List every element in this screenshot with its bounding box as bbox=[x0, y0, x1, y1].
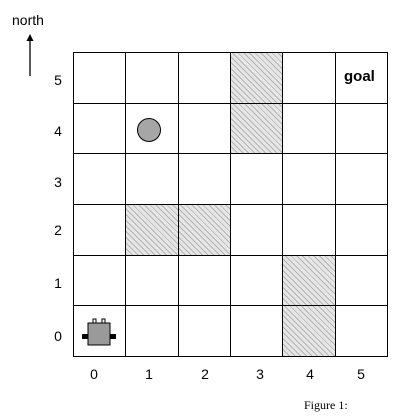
col-label-2: 2 bbox=[201, 366, 209, 382]
grid-cell bbox=[74, 154, 127, 205]
grid-cell bbox=[74, 103, 127, 155]
grid-cell bbox=[335, 53, 388, 104]
grid-cell bbox=[74, 53, 127, 104]
north-arrow-icon bbox=[26, 34, 34, 76]
grid-cell bbox=[230, 255, 284, 307]
ball-icon bbox=[137, 118, 161, 142]
grid-cell bbox=[126, 154, 179, 205]
blocked-cell bbox=[230, 53, 284, 104]
col-label-3: 3 bbox=[256, 366, 264, 382]
grid-world bbox=[73, 52, 388, 357]
col-label-0: 0 bbox=[90, 366, 98, 382]
col-label-4: 4 bbox=[306, 366, 314, 382]
blocked-cell bbox=[178, 205, 231, 256]
grid-cell bbox=[178, 154, 231, 205]
col-label-5: 5 bbox=[357, 366, 365, 382]
col-label-1: 1 bbox=[145, 366, 153, 382]
grid-cell bbox=[283, 53, 336, 104]
grid-cell bbox=[74, 306, 127, 357]
grid-cell bbox=[335, 255, 388, 307]
grid-cell bbox=[178, 306, 231, 357]
grid-cell bbox=[126, 103, 179, 155]
row-label-2: 2 bbox=[54, 222, 62, 238]
row-label-5: 5 bbox=[54, 72, 62, 88]
grid-cell bbox=[126, 53, 179, 104]
grid-cell bbox=[178, 103, 231, 155]
grid-cell bbox=[74, 255, 127, 307]
grid-cell bbox=[74, 205, 127, 256]
grid-cell bbox=[335, 154, 388, 205]
blocked-cell bbox=[283, 255, 336, 307]
grid-cell bbox=[283, 205, 336, 256]
grid-cell bbox=[335, 306, 388, 357]
row-label-0: 0 bbox=[54, 328, 62, 344]
row-label-1: 1 bbox=[54, 275, 62, 291]
row-label-4: 4 bbox=[54, 123, 62, 139]
blocked-cell bbox=[126, 205, 179, 256]
robot-icon bbox=[82, 318, 116, 346]
row-label-3: 3 bbox=[54, 174, 62, 190]
grid-cell bbox=[283, 154, 336, 205]
grid-cell bbox=[230, 205, 284, 256]
grid-cell bbox=[178, 53, 231, 104]
north-label: north bbox=[12, 12, 44, 28]
grid-cell bbox=[178, 255, 231, 307]
blocked-cell bbox=[283, 306, 336, 357]
figure-caption: Figure 1: bbox=[304, 398, 348, 412]
goal-label: goal bbox=[344, 68, 375, 85]
grid-cell bbox=[230, 154, 284, 205]
grid-cell bbox=[283, 103, 336, 155]
blocked-cell bbox=[230, 103, 284, 155]
grid-cell bbox=[126, 306, 179, 357]
grid-cell bbox=[335, 103, 388, 155]
grid-cell bbox=[230, 306, 284, 357]
grid-cell bbox=[126, 255, 179, 307]
grid-cell bbox=[335, 205, 388, 256]
